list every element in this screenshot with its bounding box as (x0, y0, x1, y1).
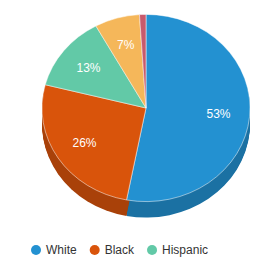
legend-swatch (90, 245, 100, 255)
data-label: 7% (117, 38, 135, 52)
legend-label: Black (105, 243, 135, 257)
data-labels: 53% 26% 13% 7% (73, 38, 231, 150)
slice (96, 15, 146, 108)
legend-label: White (46, 243, 77, 257)
data-label: 53% (206, 107, 230, 121)
legend: White Black Hispanic (31, 243, 208, 257)
legend-item: White (31, 243, 77, 257)
pie (42, 14, 250, 201)
slice (139, 14, 146, 108)
chart: 53% 26% 13% 7% White Black Hispanic (0, 0, 258, 265)
legend-label: Hispanic (162, 243, 208, 257)
data-label: 13% (76, 61, 100, 75)
legend-swatch (147, 245, 157, 255)
legend-item: Black (90, 243, 135, 257)
legend-swatch (31, 245, 41, 255)
data-label: 26% (73, 136, 97, 150)
pie-wall-layer (42, 15, 250, 202)
pie-wall (42, 15, 250, 216)
legend-item: Hispanic (147, 243, 208, 257)
